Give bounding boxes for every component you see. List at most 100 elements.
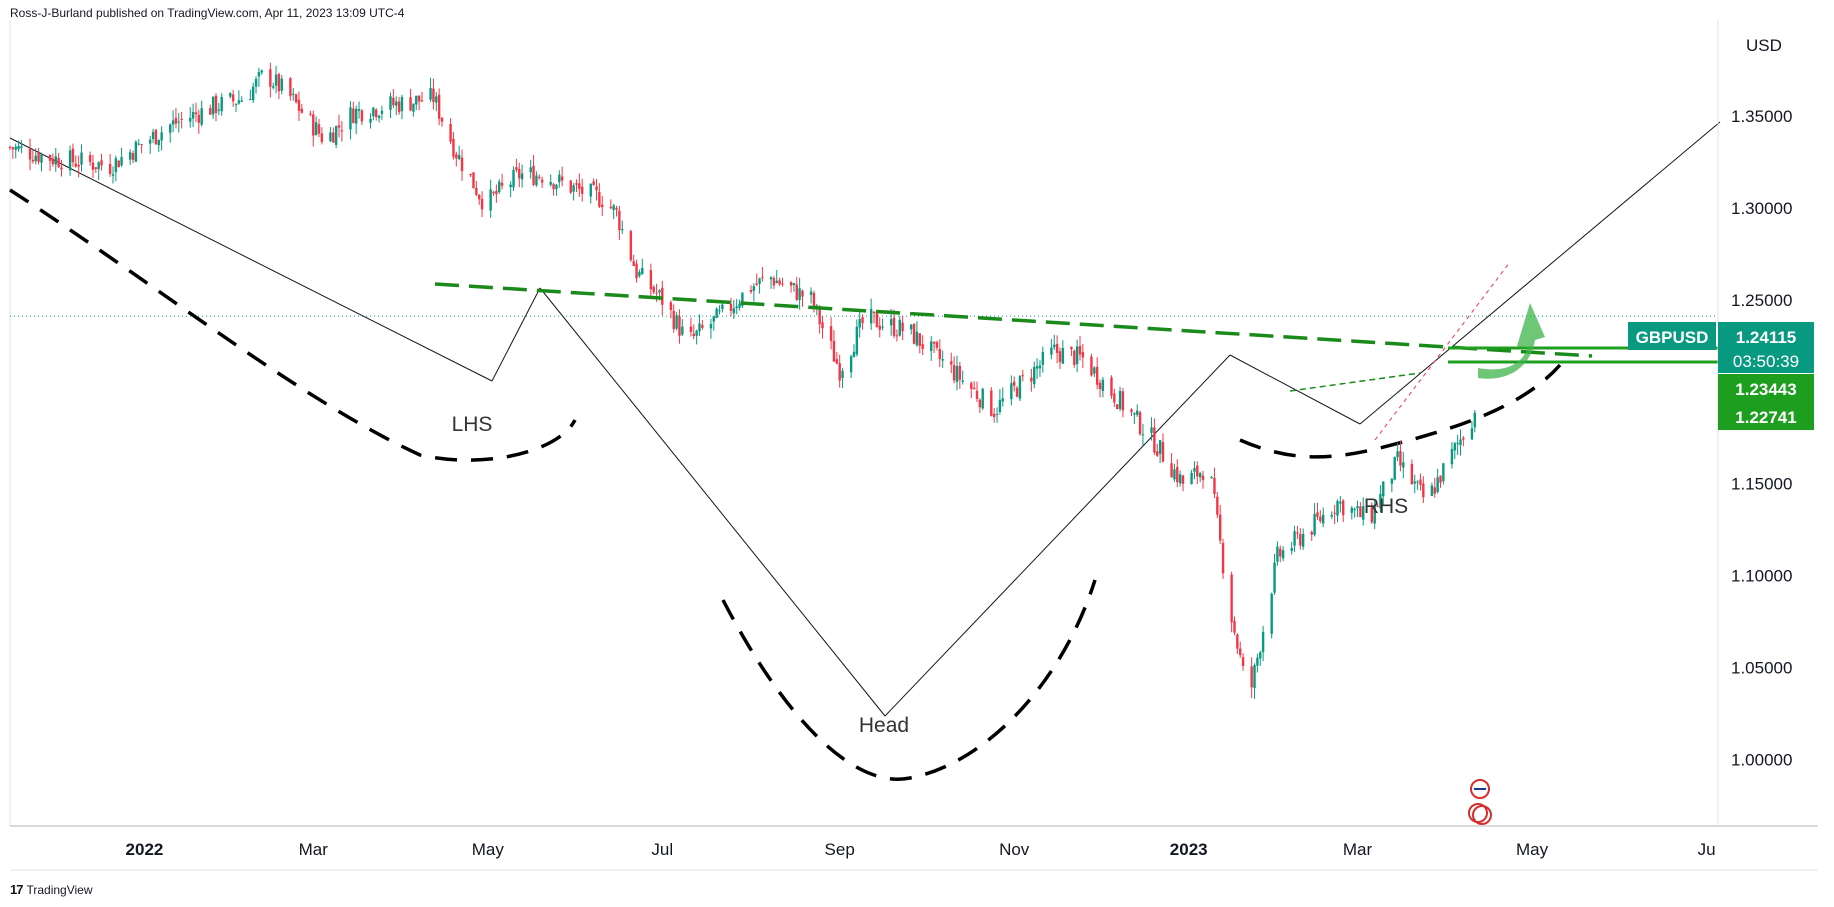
candle-body (240, 100, 243, 102)
candle-body (249, 99, 252, 101)
candle-body (229, 93, 232, 97)
candle-body (998, 399, 1002, 413)
candle-body (400, 96, 404, 112)
candle-body (538, 176, 541, 178)
candle-body (1279, 548, 1282, 557)
candle-body (97, 162, 100, 170)
candle-body (191, 112, 195, 119)
candle-body (312, 114, 315, 136)
candle-body (1256, 657, 1259, 666)
candle-body (1041, 351, 1045, 365)
candle-body (495, 190, 498, 195)
candle-body (1196, 465, 1199, 477)
candle-body (769, 277, 773, 280)
candle-body (94, 167, 98, 169)
candle-body (1233, 620, 1236, 633)
tradingview-brand[interactable]: 17 TradingView (10, 882, 93, 897)
candle-body (169, 124, 172, 133)
candle-body (220, 97, 223, 112)
candle-body (641, 267, 644, 275)
candle-body (1473, 412, 1477, 428)
candle-body (1093, 367, 1096, 374)
candle-body (1181, 475, 1185, 484)
candle-body (1030, 377, 1033, 382)
candle-body (1198, 473, 1202, 478)
candle-body (1273, 562, 1276, 593)
candle-body (1101, 379, 1105, 391)
candle-body (1422, 483, 1425, 498)
candle-body (34, 155, 37, 162)
candle-body (595, 186, 598, 191)
candle-body (669, 302, 673, 310)
candle-body (260, 70, 263, 73)
candle-body (1113, 393, 1116, 403)
candle-body (681, 326, 684, 335)
candle-body (274, 74, 278, 86)
level-tag (1718, 402, 1814, 430)
candle-body (872, 311, 876, 314)
x-tick-label: Sep (825, 840, 855, 859)
candle-body (1136, 410, 1139, 415)
annotation-lhs: LHS (452, 413, 493, 436)
candle-body (1310, 531, 1313, 535)
flag-us-ring (1472, 805, 1492, 825)
candle-body (898, 319, 901, 336)
candle-body (354, 108, 358, 124)
candle-body (137, 143, 140, 145)
trendline-1 (9, 137, 493, 382)
candle-body (892, 317, 896, 336)
candle-body (1281, 550, 1285, 559)
candle-body (1141, 434, 1145, 436)
candle-body (832, 340, 836, 362)
candle-body (970, 383, 973, 389)
candle-body (1138, 412, 1142, 434)
candlestick-series (8, 62, 1477, 699)
minor-neckline (1289, 372, 1421, 392)
candle-body (80, 152, 83, 165)
candle-body (1462, 437, 1465, 440)
candle-body (658, 290, 661, 293)
candle-body (549, 182, 552, 185)
candle-body (88, 155, 92, 162)
candle-body (1413, 481, 1416, 484)
candle-body (8, 146, 12, 148)
candle-body (1399, 451, 1402, 466)
candle-body (455, 154, 458, 159)
candle-body (821, 322, 824, 329)
candle-body (412, 103, 415, 112)
candle-body (912, 324, 916, 344)
candle-body (809, 291, 813, 295)
candle-body (701, 324, 704, 328)
candle-body (114, 158, 118, 173)
candle-body (17, 145, 20, 150)
candle-body (695, 330, 698, 336)
candle-body (134, 141, 138, 162)
candle-body (952, 365, 956, 381)
candle-body (835, 359, 839, 364)
candle-body (337, 125, 341, 128)
candle-body (1190, 472, 1193, 485)
candle-body (1393, 457, 1396, 480)
y-tick-label: 1.15000 (1731, 475, 1792, 494)
candle-body (460, 157, 464, 172)
candle-body (1293, 531, 1296, 546)
candle-body (910, 324, 913, 330)
candle-body (200, 108, 203, 125)
candle-body (289, 78, 292, 97)
candle-body (1339, 501, 1342, 504)
candle-body (818, 308, 821, 325)
candle-body (772, 278, 776, 286)
candle-body (529, 167, 532, 173)
tradingview-logo-icon: 17 (10, 882, 24, 897)
candle-body (738, 303, 741, 308)
candle-body (735, 306, 738, 309)
candle-body (975, 390, 979, 399)
x-tick-label: 2023 (1170, 840, 1208, 859)
candle-body (1261, 631, 1265, 653)
y-tick-label: 1.00000 (1731, 750, 1792, 769)
candle-body (1453, 443, 1456, 451)
candle-body (1241, 657, 1245, 666)
candle-body (938, 349, 942, 360)
candle-body (598, 191, 601, 207)
